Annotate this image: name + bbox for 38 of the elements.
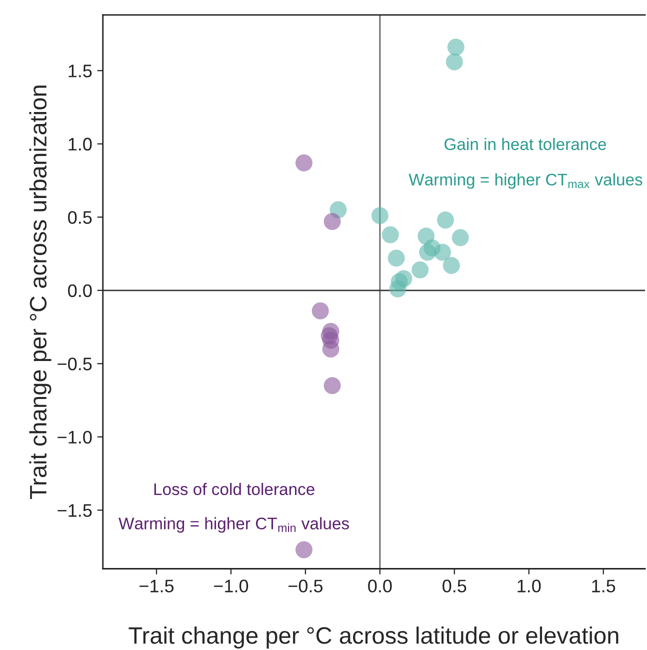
x-tick-label: 1.5 [592, 580, 616, 592]
y-tick-label: −1.5 [58, 504, 92, 517]
point [312, 302, 329, 320]
y-tick-label: 1.5 [68, 64, 92, 78]
y-tick-label: 1.0 [68, 138, 92, 151]
y-tick-label: 0.0 [68, 284, 92, 298]
point [324, 377, 341, 394]
point [436, 212, 454, 229]
point [412, 261, 429, 278]
x-tick-label: −1.5 [140, 580, 174, 592]
point [324, 213, 341, 230]
point [434, 244, 451, 261]
point [442, 256, 460, 274]
point [295, 541, 312, 558]
point [446, 53, 463, 70]
x-tick-label: −1.0 [214, 580, 248, 592]
x-tick-label: 1.0 [518, 580, 541, 592]
x-tick-label: 0.5 [442, 580, 466, 592]
annotation: Warming = higher CT$_{min}$ values [118, 517, 349, 533]
point [447, 38, 464, 56]
point [452, 229, 469, 246]
point [371, 207, 388, 224]
annotation: Loss of cold tolerance [154, 482, 314, 496]
x-tick-label: −0.5 [288, 580, 323, 592]
y-tick-label: −0.5 [58, 358, 92, 370]
point [388, 250, 405, 267]
annotation: Warming = higher CT$_{max}$ values [408, 173, 642, 189]
y-tick-label: 0.5 [68, 211, 92, 224]
point [382, 226, 399, 244]
y-tick-label: −1.0 [58, 430, 92, 444]
x-axis-title: Trait change per °C across latitude or elevation [128, 626, 618, 649]
point [322, 340, 340, 358]
point [419, 244, 436, 261]
y-axis-title: Trait change per °C across urbanization [29, 86, 52, 499]
point [389, 280, 406, 298]
x-tick-label: 0.0 [368, 580, 392, 592]
annotation: Gain in heat tolerance [444, 138, 606, 150]
point [295, 154, 312, 172]
